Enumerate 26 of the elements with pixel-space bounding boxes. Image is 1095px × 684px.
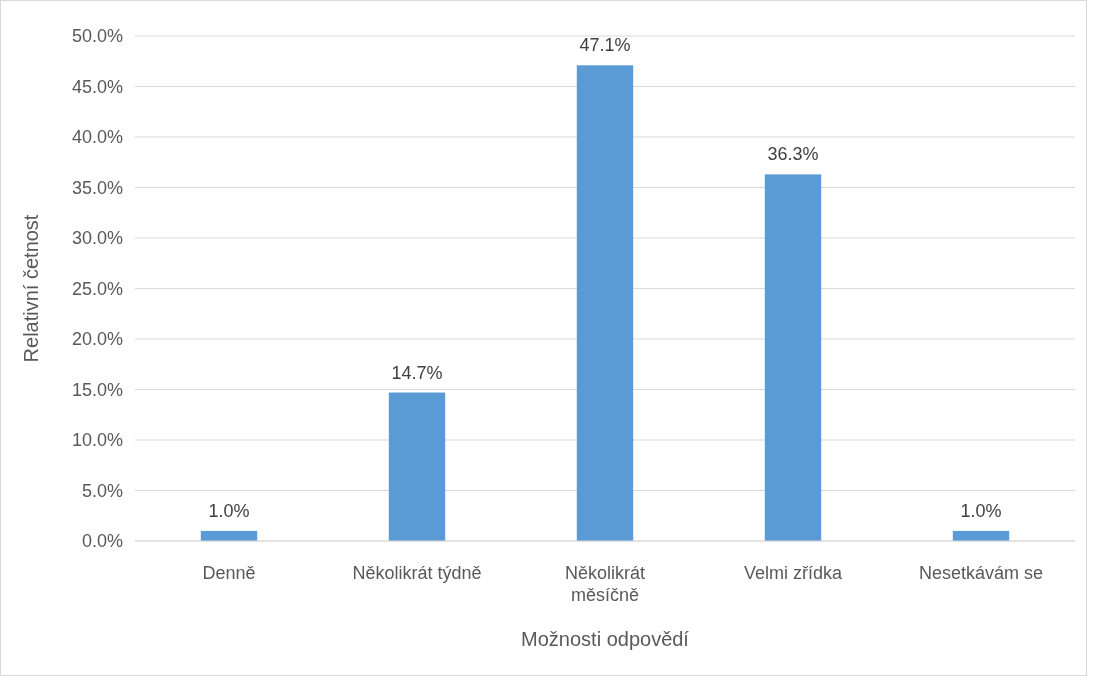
x-tick-label: Několikrát měsíčně bbox=[564, 563, 646, 605]
y-tick-label: 15.0% bbox=[71, 379, 123, 400]
y-tick-label: 25.0% bbox=[71, 278, 123, 299]
bar bbox=[388, 392, 446, 541]
y-tick-label: 10.0% bbox=[71, 430, 123, 451]
y-tick-label: 50.0% bbox=[71, 26, 123, 47]
bar bbox=[764, 174, 822, 541]
y-tick-label: 0.0% bbox=[81, 531, 123, 552]
y-tick-label: 30.0% bbox=[71, 228, 123, 249]
data-label: 36.3% bbox=[767, 144, 819, 165]
x-tick-label: Denně bbox=[202, 563, 256, 583]
data-label: 14.7% bbox=[391, 362, 443, 383]
y-tick-label: 5.0% bbox=[81, 480, 123, 501]
y-tick-label: 35.0% bbox=[71, 177, 123, 198]
x-tick-label: Velmi zřídka bbox=[743, 563, 843, 583]
y-tick-label: 40.0% bbox=[71, 127, 123, 148]
data-label: 1.0% bbox=[960, 500, 1002, 521]
y-tick-label: 20.0% bbox=[71, 329, 123, 350]
y-tick-label: 45.0% bbox=[71, 76, 123, 97]
bar bbox=[576, 65, 634, 541]
data-label: 47.1% bbox=[579, 35, 631, 56]
x-tick-label: Nesetkávám se bbox=[918, 563, 1044, 583]
data-label: 1.0% bbox=[208, 500, 250, 521]
y-axis-title: Relativní četnost bbox=[20, 214, 42, 363]
x-axis-title: Možnosti odpovědí bbox=[521, 628, 690, 650]
x-tick-label: Několikrát týdně bbox=[352, 563, 482, 583]
